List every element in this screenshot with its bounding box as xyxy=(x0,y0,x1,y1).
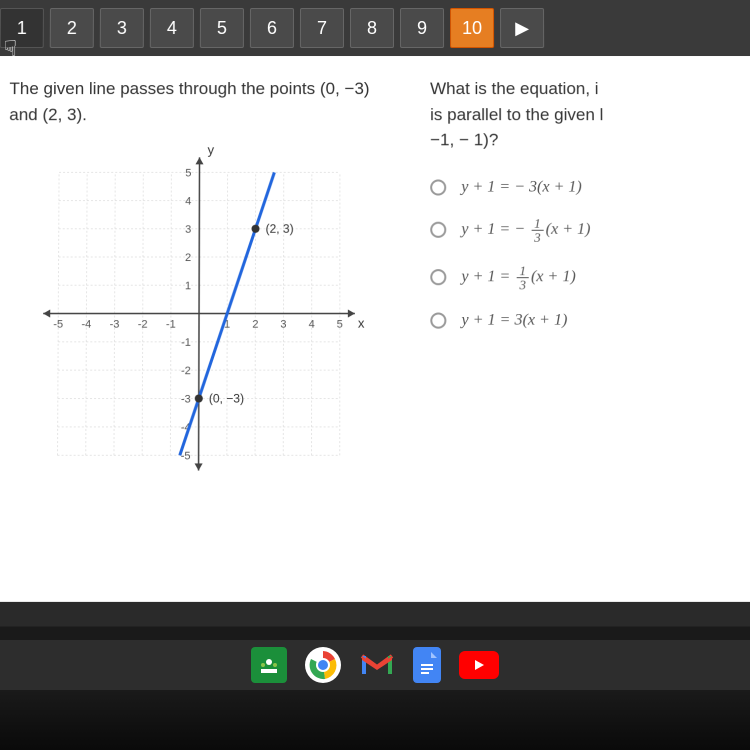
svg-text:1: 1 xyxy=(185,280,191,292)
nav-btn-3[interactable]: 3 xyxy=(100,8,144,48)
os-taskbar xyxy=(0,640,750,690)
nav-btn-7[interactable]: 7 xyxy=(300,8,344,48)
svg-text:-2: -2 xyxy=(181,365,191,377)
svg-text:-2: -2 xyxy=(138,319,148,331)
svg-text:3: 3 xyxy=(185,224,191,236)
taskbar-docs-icon[interactable] xyxy=(413,647,441,683)
svg-text:5: 5 xyxy=(185,167,191,179)
answer-option-c[interactable]: y + 1 = 13(x + 1) xyxy=(430,264,732,291)
answer-option-d[interactable]: y + 1 = 3(x + 1) xyxy=(430,311,732,329)
nav-btn-6[interactable]: 6 xyxy=(250,8,294,48)
option-text-d: y + 1 = 3(x + 1) xyxy=(461,311,567,329)
question-right-panel: What is the equation, i is parallel to t… xyxy=(430,76,734,581)
answer-option-b[interactable]: y + 1 = − 13(x + 1) xyxy=(430,216,731,243)
option-text-c: y + 1 = 13(x + 1) xyxy=(461,264,575,291)
svg-text:-3: -3 xyxy=(181,393,191,405)
content-area: The given line passes through the points… xyxy=(0,56,750,602)
nav-btn-4[interactable]: 4 xyxy=(150,8,194,48)
svg-text:-3: -3 xyxy=(110,319,120,331)
nav-next-button[interactable]: ▶ xyxy=(500,8,544,48)
radio-icon xyxy=(430,222,446,238)
svg-text:-4: -4 xyxy=(81,319,91,331)
option-text-a: y + 1 = − 3(x + 1) xyxy=(461,178,582,196)
svg-text:5: 5 xyxy=(337,319,343,331)
radio-icon xyxy=(430,312,446,328)
taskbar-classroom-icon[interactable] xyxy=(251,647,287,683)
taskbar-chrome-icon[interactable] xyxy=(305,647,341,683)
svg-text:y: y xyxy=(208,142,215,157)
svg-text:4: 4 xyxy=(185,196,191,208)
graph-container: -5-4-3-2-112345-5-4-3-2-112345xy(0, −3)(… xyxy=(27,142,370,486)
svg-text:x: x xyxy=(358,316,365,331)
svg-text:-5: -5 xyxy=(53,319,63,331)
nav-btn-5[interactable]: 5 xyxy=(200,8,244,48)
taskbar-gmail-icon[interactable] xyxy=(359,647,395,683)
svg-text:3: 3 xyxy=(280,319,286,331)
laptop-keyboard-edge xyxy=(0,690,750,750)
radio-icon xyxy=(430,269,446,285)
nav-btn-10[interactable]: 10 xyxy=(450,8,494,48)
option-text-b: y + 1 = − 13(x + 1) xyxy=(461,216,590,243)
coordinate-graph: -5-4-3-2-112345-5-4-3-2-112345xy(0, −3)(… xyxy=(27,142,370,486)
radio-icon xyxy=(430,179,446,195)
taskbar-youtube-icon[interactable] xyxy=(459,651,499,679)
svg-text:-1: -1 xyxy=(166,319,176,331)
svg-text:(2, 3): (2, 3) xyxy=(266,222,294,236)
svg-text:4: 4 xyxy=(309,319,315,331)
answer-option-a[interactable]: y + 1 = − 3(x + 1) xyxy=(430,178,731,196)
problem-statement: The given line passes through the points… xyxy=(9,76,400,127)
svg-text:-1: -1 xyxy=(181,337,191,349)
svg-text:(0, −3): (0, −3) xyxy=(209,391,244,405)
nav-btn-9[interactable]: 9 xyxy=(400,8,444,48)
svg-text:2: 2 xyxy=(252,319,258,331)
svg-text:2: 2 xyxy=(185,252,191,264)
nav-btn-2[interactable]: 2 xyxy=(50,8,94,48)
question-nav-bar: 1 2 3 4 5 6 7 8 9 10 ▶ xyxy=(0,0,750,56)
nav-btn-8[interactable]: 8 xyxy=(350,8,394,48)
cursor-icon: ☟ xyxy=(4,36,18,62)
question-text: What is the equation, i is parallel to t… xyxy=(430,76,731,153)
problem-left-panel: The given line passes through the points… xyxy=(6,76,400,581)
screen-area: 1 2 3 4 5 6 7 8 9 10 ▶ ☟ The given line … xyxy=(0,0,750,626)
